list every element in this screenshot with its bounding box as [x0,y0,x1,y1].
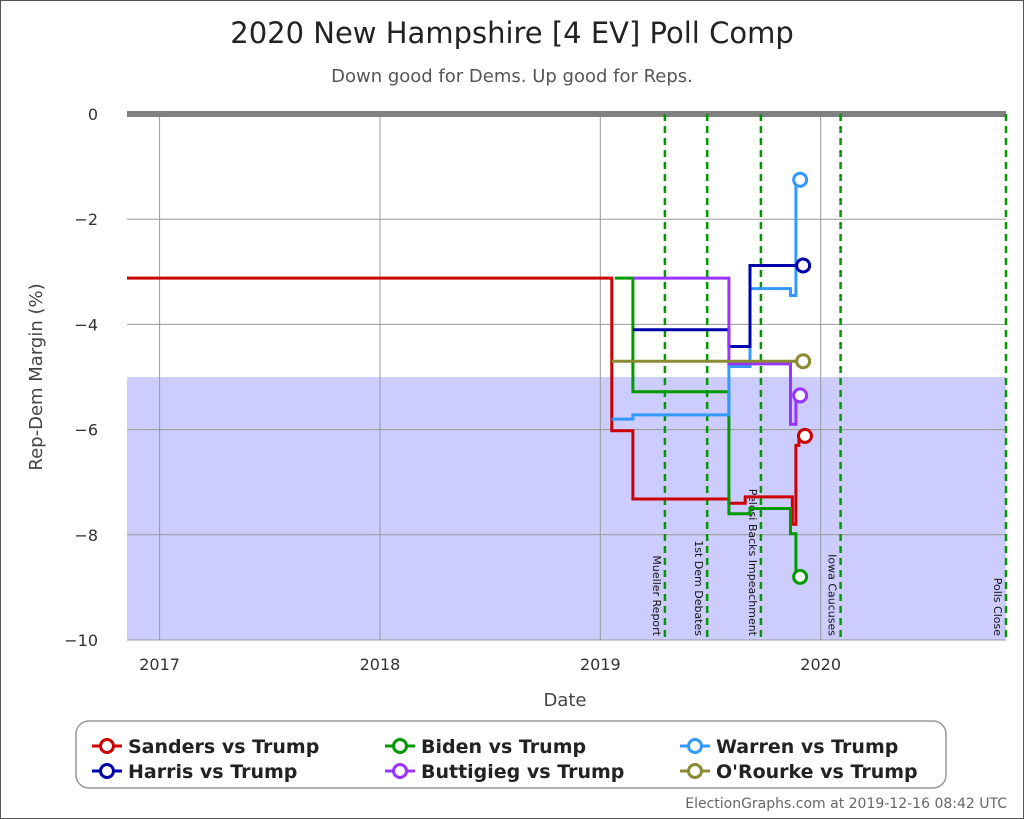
series-line [632,264,804,348]
x-tick-label: 2020 [800,655,841,674]
legend-label: O'Rourke vs Trump [716,761,918,783]
legend-swatch-marker [687,738,703,754]
legend-swatch-marker [99,738,115,754]
x-tick-label: 2017 [139,655,180,674]
chart-title: 2020 New Hampshire [4 EV] Poll Comp [230,16,793,50]
series-layer [127,171,813,585]
legend-box [75,720,947,789]
y-tick-label: −10 [64,631,98,650]
series-endpoint [792,171,809,188]
event-label: Mueller Report [650,555,663,636]
legend-swatch-marker [392,738,408,754]
y-tick-label: −2 [74,210,98,229]
x-axis-title: Date [543,690,586,711]
series-endpoint [795,353,812,370]
event-label: Polls Close [991,578,1004,637]
event-layer: Mueller Report 1st Dem Debates Pelosi Back… [650,114,1008,640]
y-tick-label: −4 [74,315,98,334]
x-tick-label: 2019 [580,655,621,674]
series-endpoint [795,257,812,274]
legend-swatch-marker [687,763,703,779]
chart-subtitle: Down good for Dems. Up good for Reps. [331,66,693,87]
grid-layer [127,114,1006,641]
legend-label: Sanders vs Trump [128,736,319,758]
legend-label: Harris vs Trump [128,761,297,783]
y-tick-label: −6 [74,421,98,440]
legend-label: Warren vs Trump [716,736,898,758]
series-endpoint [792,387,809,404]
y-tick-label: 0 [88,105,98,124]
legend-swatch-marker [392,763,408,779]
event-label: 1st Dem Debates [692,540,705,636]
tick-layer: 0 −2 −4 −6 −8 −10 2017 2018 2019 2020 [64,105,841,674]
event-label: Pelosi Backs Impeachment [746,489,759,637]
legend-swatch-marker [99,763,115,779]
legend-label: Buttigieg vs Trump [421,761,624,783]
series-endpoint [796,427,813,444]
y-tick-label: −8 [74,526,98,545]
event-label: Iowa Caucuses [826,554,839,636]
credit-text: ElectionGraphs.com at 2019-12-16 08:42 U… [685,796,1007,812]
series-endpoint [792,568,809,585]
shaded-band-layer [127,377,1006,640]
y-axis-title: Rep-Dem Margin (%) [26,283,47,470]
dem-favored-band [127,377,1006,640]
series-line [127,276,805,526]
legend-label: Biden vs Trump [421,736,586,758]
legend: Sanders vs Trump Biden vs Trump Warren vs … [92,736,918,783]
series-line [614,276,801,579]
x-tick-label: 2018 [360,655,401,674]
